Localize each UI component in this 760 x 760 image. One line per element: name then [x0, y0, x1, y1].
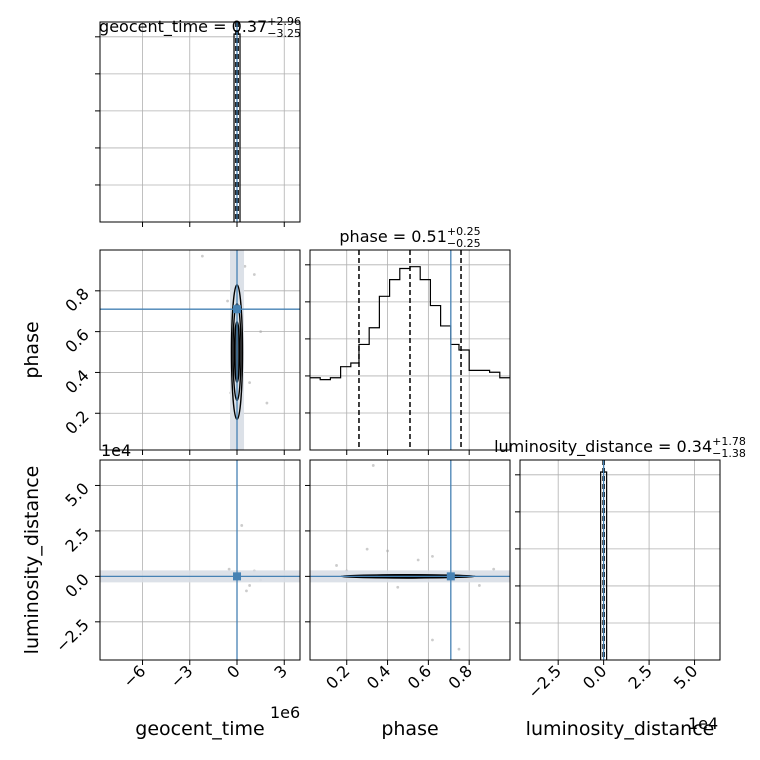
sample-point: [248, 584, 252, 587]
sample-point: [386, 549, 389, 553]
sample-point: [243, 264, 247, 268]
sample-point: [240, 524, 244, 527]
sample-point: [227, 567, 231, 571]
title-plus-err: +0.25: [447, 225, 481, 238]
x-tick-label: 5.0: [670, 661, 701, 692]
sample-point: [431, 638, 434, 642]
svg-text:geocent_time = 0.37+2.96−3.25: geocent_time = 0.37+2.96 −3.25: [99, 15, 301, 40]
title-minus-err: −1.38: [712, 447, 746, 460]
y-axis-label-phase: phase: [21, 321, 43, 378]
truth-marker: [446, 572, 455, 581]
panel-phase-luminosity_distance: 0.2 0.4 0.6 0.8: [305, 459, 511, 693]
title-geocent_time: geocent_time = 0.37+2.96 −3.25: [99, 15, 301, 40]
title-text: luminosity_distance = 0.34: [494, 437, 712, 457]
sample-point: [431, 554, 434, 558]
x-axis-label-geocent_time: geocent_time: [135, 718, 264, 740]
panel-geocent_time-luminosity_distance: −6 −3 0 3 −2.5 0.0 2.5 5.0: [52, 459, 301, 692]
x-axis-label-luminosity_distance: luminosity_distance: [526, 718, 715, 740]
sample-point: [252, 273, 256, 276]
offset-text-luminosity_distance-y: 1e4: [101, 441, 131, 460]
x-tick-label: 0.4: [363, 661, 394, 692]
panel-frame: [99, 249, 301, 451]
sample-point: [371, 464, 375, 467]
title-plus-err: +1.78: [712, 435, 746, 448]
y-tick-label: 0.2: [61, 407, 92, 438]
x-tick-label: −2.5: [524, 661, 565, 702]
sample-point: [245, 589, 248, 593]
y-tick-label: 0.4: [61, 366, 92, 397]
x-tick-label: 2.5: [624, 661, 655, 692]
title-luminosity_distance: luminosity_distance = 0.34+1.78 −1.38: [494, 435, 746, 460]
y-tick-label: 0.0: [61, 570, 92, 601]
sample-point: [416, 558, 420, 562]
x-axis-label-phase: phase: [381, 718, 438, 740]
panel-frame: [309, 459, 511, 661]
title-plus-err: +2.96: [267, 15, 301, 28]
x-tick-label: −6: [119, 661, 149, 691]
y-tick-label: 0.8: [61, 284, 92, 315]
title-phase: phase = 0.51+0.25 −0.25: [339, 225, 480, 250]
x-tick-label: 0.8: [445, 661, 476, 692]
x-tick-label: 0.6: [404, 661, 435, 692]
panel-frame: [99, 459, 301, 661]
y-tick-label: −2.5: [52, 615, 93, 656]
sample-point: [492, 567, 496, 571]
panel-frame: [519, 459, 721, 661]
sample-point: [248, 381, 252, 385]
x-tick-label: 0.0: [579, 661, 610, 692]
sample-point: [477, 584, 481, 587]
x-tick-label: −3: [166, 661, 196, 691]
x-tick-label: 0.2: [322, 661, 353, 692]
sample-point: [335, 564, 338, 567]
x-tick-label: 3: [270, 661, 291, 682]
y-tick-label: 2.5: [61, 524, 92, 555]
title-text: geocent_time = 0.37: [99, 17, 267, 37]
truth-marker: [233, 305, 242, 314]
panel-frame: [99, 21, 301, 223]
panel-geocent_time-geocent_time: [95, 21, 301, 227]
title-minus-err: −0.25: [447, 237, 481, 250]
svg-text:phase = 0.51+0.25−0.25: phase = 0.51+0.25 −0.25: [339, 225, 480, 250]
panel-geocent_time-phase: 0.2 0.4 0.6 0.8: [61, 249, 301, 455]
title-minus-err: −3.25: [267, 27, 301, 40]
y-axis-label-luminosity_distance: luminosity_distance: [21, 466, 43, 655]
y-tick-label: 5.0: [61, 479, 92, 510]
offset-text-geocent_time: 1e6: [270, 703, 300, 722]
y-tick-label: 0.6: [61, 325, 92, 356]
panel-frame: [309, 249, 511, 451]
sample-point: [265, 401, 269, 405]
x-tick-label: 0: [223, 661, 244, 682]
sample-point: [226, 299, 229, 303]
panel-phase-phase: [305, 249, 511, 455]
sample-point: [200, 254, 204, 258]
title-text: phase = 0.51: [339, 227, 446, 246]
offset-text-luminosity_distance-x: 1e4: [688, 714, 718, 733]
panel-luminosity_distance-luminosity_distance: −2.5 0.0 2.5 5.0: [515, 459, 721, 702]
sample-point: [457, 647, 461, 651]
sample-point: [259, 330, 263, 334]
sample-point: [365, 547, 369, 551]
sample-point: [396, 585, 400, 589]
svg-text:luminosity_distance = 0.34+1.7: luminosity_distance = 0.34+1.78 −1.38: [494, 435, 746, 460]
truth-marker: [233, 572, 242, 581]
